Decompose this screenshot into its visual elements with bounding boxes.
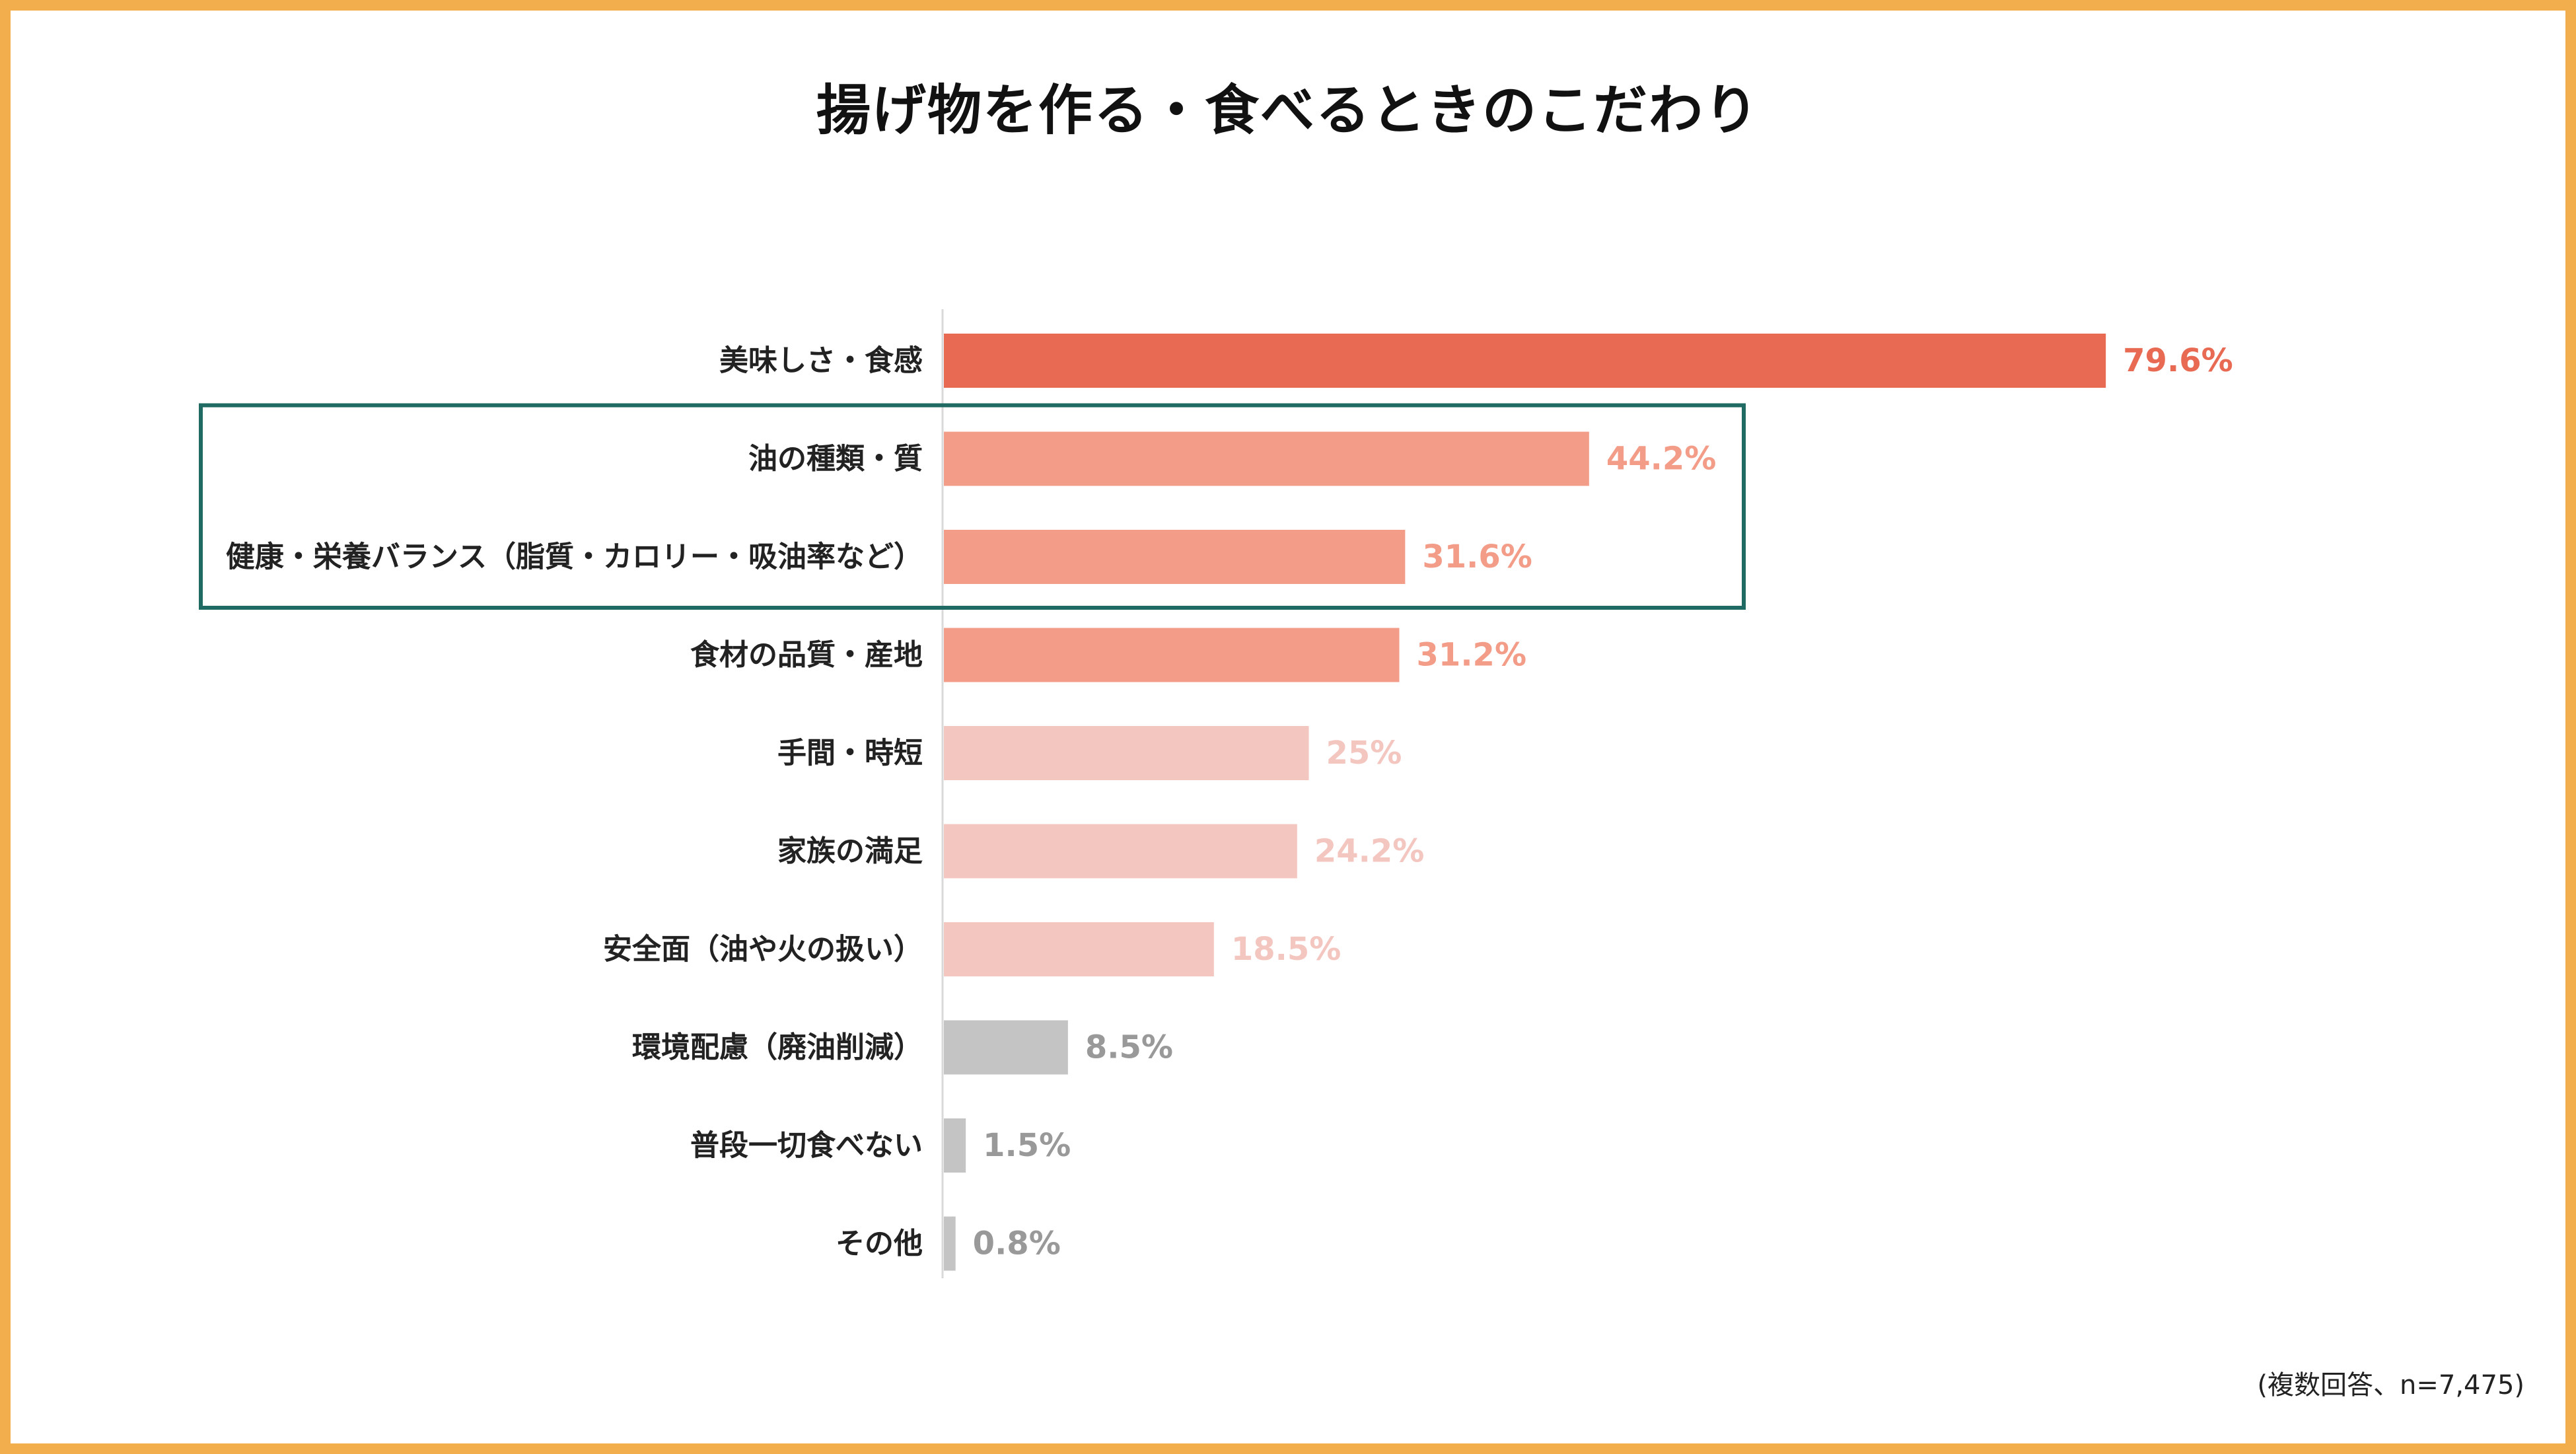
bar-7 <box>944 1020 1068 1075</box>
chart-title: 揚げ物を作る・食べるときのこだわり <box>816 79 1760 142</box>
bar-9 <box>944 1216 956 1271</box>
bar-3 <box>944 628 1400 682</box>
value-label-8: 1.5% <box>983 1127 1071 1164</box>
highlight-box <box>199 403 1746 610</box>
category-label-0: 美味しさ・食感 <box>719 344 923 378</box>
value-label-5: 24.2% <box>1314 833 1425 870</box>
bar-0 <box>944 334 2106 388</box>
category-label-4: 手間・時短 <box>777 737 923 770</box>
category-label-3: 食材の品質・産地 <box>690 638 923 672</box>
bar-5 <box>944 824 1297 879</box>
bar-8 <box>944 1118 966 1173</box>
sample-note: (複数回答、n=7,475) <box>2257 1370 2524 1400</box>
bar-4 <box>944 726 1309 780</box>
value-label-1: 44.2% <box>1606 441 1717 478</box>
bar-2 <box>944 530 1406 584</box>
category-label-6: 安全面（油や火の扱い） <box>603 933 923 966</box>
bar-1 <box>944 431 1589 486</box>
value-label-0: 79.6% <box>2123 342 2233 379</box>
value-label-4: 25% <box>1326 735 1402 772</box>
category-label-8: 普段一切食べない <box>690 1129 923 1163</box>
bar-6 <box>944 922 1214 976</box>
category-label-7: 環境配慮（廃油削減） <box>632 1031 923 1064</box>
value-label-9: 0.8% <box>973 1225 1061 1262</box>
value-label-7: 8.5% <box>1085 1029 1173 1066</box>
category-label-5: 家族の満足 <box>777 834 923 868</box>
category-label-2: 健康・栄養バランス（脂質・カロリー・吸油率など） <box>226 540 923 574</box>
category-label-9: その他 <box>836 1227 923 1260</box>
value-label-2: 31.6% <box>1422 538 1532 575</box>
value-label-3: 31.2% <box>1417 637 1527 674</box>
value-label-6: 18.5% <box>1231 931 1342 968</box>
category-label-1: 油の種類・質 <box>748 442 923 476</box>
